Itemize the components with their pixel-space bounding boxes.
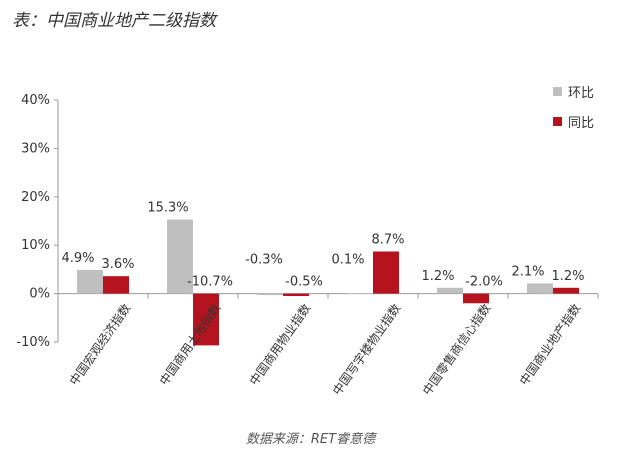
data-label-yoy-2: -10.7% <box>187 275 233 290</box>
y-tick-label: 20% <box>21 190 50 205</box>
bar-yoy-3 <box>283 293 309 297</box>
data-label-yoy-3: -0.5% <box>285 275 323 290</box>
legend-swatch-2 <box>553 117 562 126</box>
data-label-qoq-4: 0.1% <box>331 253 364 268</box>
bar-qoq-6 <box>527 283 553 294</box>
chart-axes: -10% 0% 10% 20% 30% 40% <box>16 93 599 350</box>
data-label-qoq-6: 2.1% <box>511 264 544 279</box>
data-label-qoq-2: 15.3% <box>147 201 188 216</box>
data-label-qoq-5: 1.2% <box>421 269 454 284</box>
data-source-note: 数据来源：RET睿意德 <box>245 432 376 447</box>
y-tick-label: -10% <box>16 335 50 350</box>
bar-yoy-6 <box>553 287 579 294</box>
bar-yoy-1 <box>103 276 129 294</box>
data-label-yoy-6: 1.2% <box>551 269 584 284</box>
bar-qoq-2 <box>167 219 193 294</box>
data-label-yoy-5: -2.0% <box>465 275 503 290</box>
data-label-qoq-3: -0.3% <box>245 253 283 268</box>
chart-title: 表：中国商业地产二级指数 <box>12 11 216 31</box>
chart-data-labels: 4.9% 3.6% 15.3% -10.7% -0.3%-0.5% 0.1% 8.7% 1.2… <box>61 201 584 290</box>
legend-swatch-1 <box>553 87 562 96</box>
bar-qoq-1 <box>77 269 103 294</box>
bar-yoy-2 <box>193 293 219 346</box>
bar-qoq-4 <box>347 293 373 295</box>
category-label-1: 中国宏观经济指数 <box>66 301 133 388</box>
bar-yoy-5 <box>463 293 489 304</box>
y-tick-label: 10% <box>21 238 50 253</box>
bar-qoq-3 <box>257 293 283 296</box>
data-label-qoq-1: 4.9% <box>61 251 94 266</box>
data-label-yoy-1: 3.6% <box>101 257 134 272</box>
y-tick-label: 40% <box>21 93 50 108</box>
category-label-6: 中国商业地产指数 <box>516 301 583 388</box>
category-label-3: 中国商用物业指数 <box>246 301 313 388</box>
legend-label-1: 环比 <box>568 86 594 101</box>
chart-category-labels: 中国宏观经济指数 中国商用土地指数 中国商用物业指数 中国写字楼物业指数 中国零售商信心… <box>66 301 583 398</box>
bar-qoq-5 <box>437 287 463 294</box>
category-label-5: 中国零售商信心指数 <box>419 301 493 398</box>
category-label-4: 中国写字楼物业指数 <box>329 301 403 398</box>
y-tick-label: 0% <box>29 287 50 302</box>
bar-yoy-4 <box>373 251 399 294</box>
chart-bars <box>77 219 579 346</box>
data-label-yoy-4: 8.7% <box>371 232 404 247</box>
y-tick-label: 30% <box>21 141 50 156</box>
legend-label-2: 同比 <box>568 116 594 131</box>
